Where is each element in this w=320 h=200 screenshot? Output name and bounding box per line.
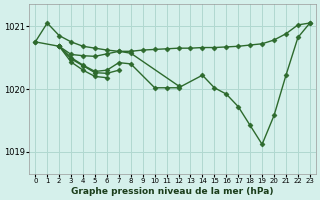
X-axis label: Graphe pression niveau de la mer (hPa): Graphe pression niveau de la mer (hPa) bbox=[71, 187, 274, 196]
